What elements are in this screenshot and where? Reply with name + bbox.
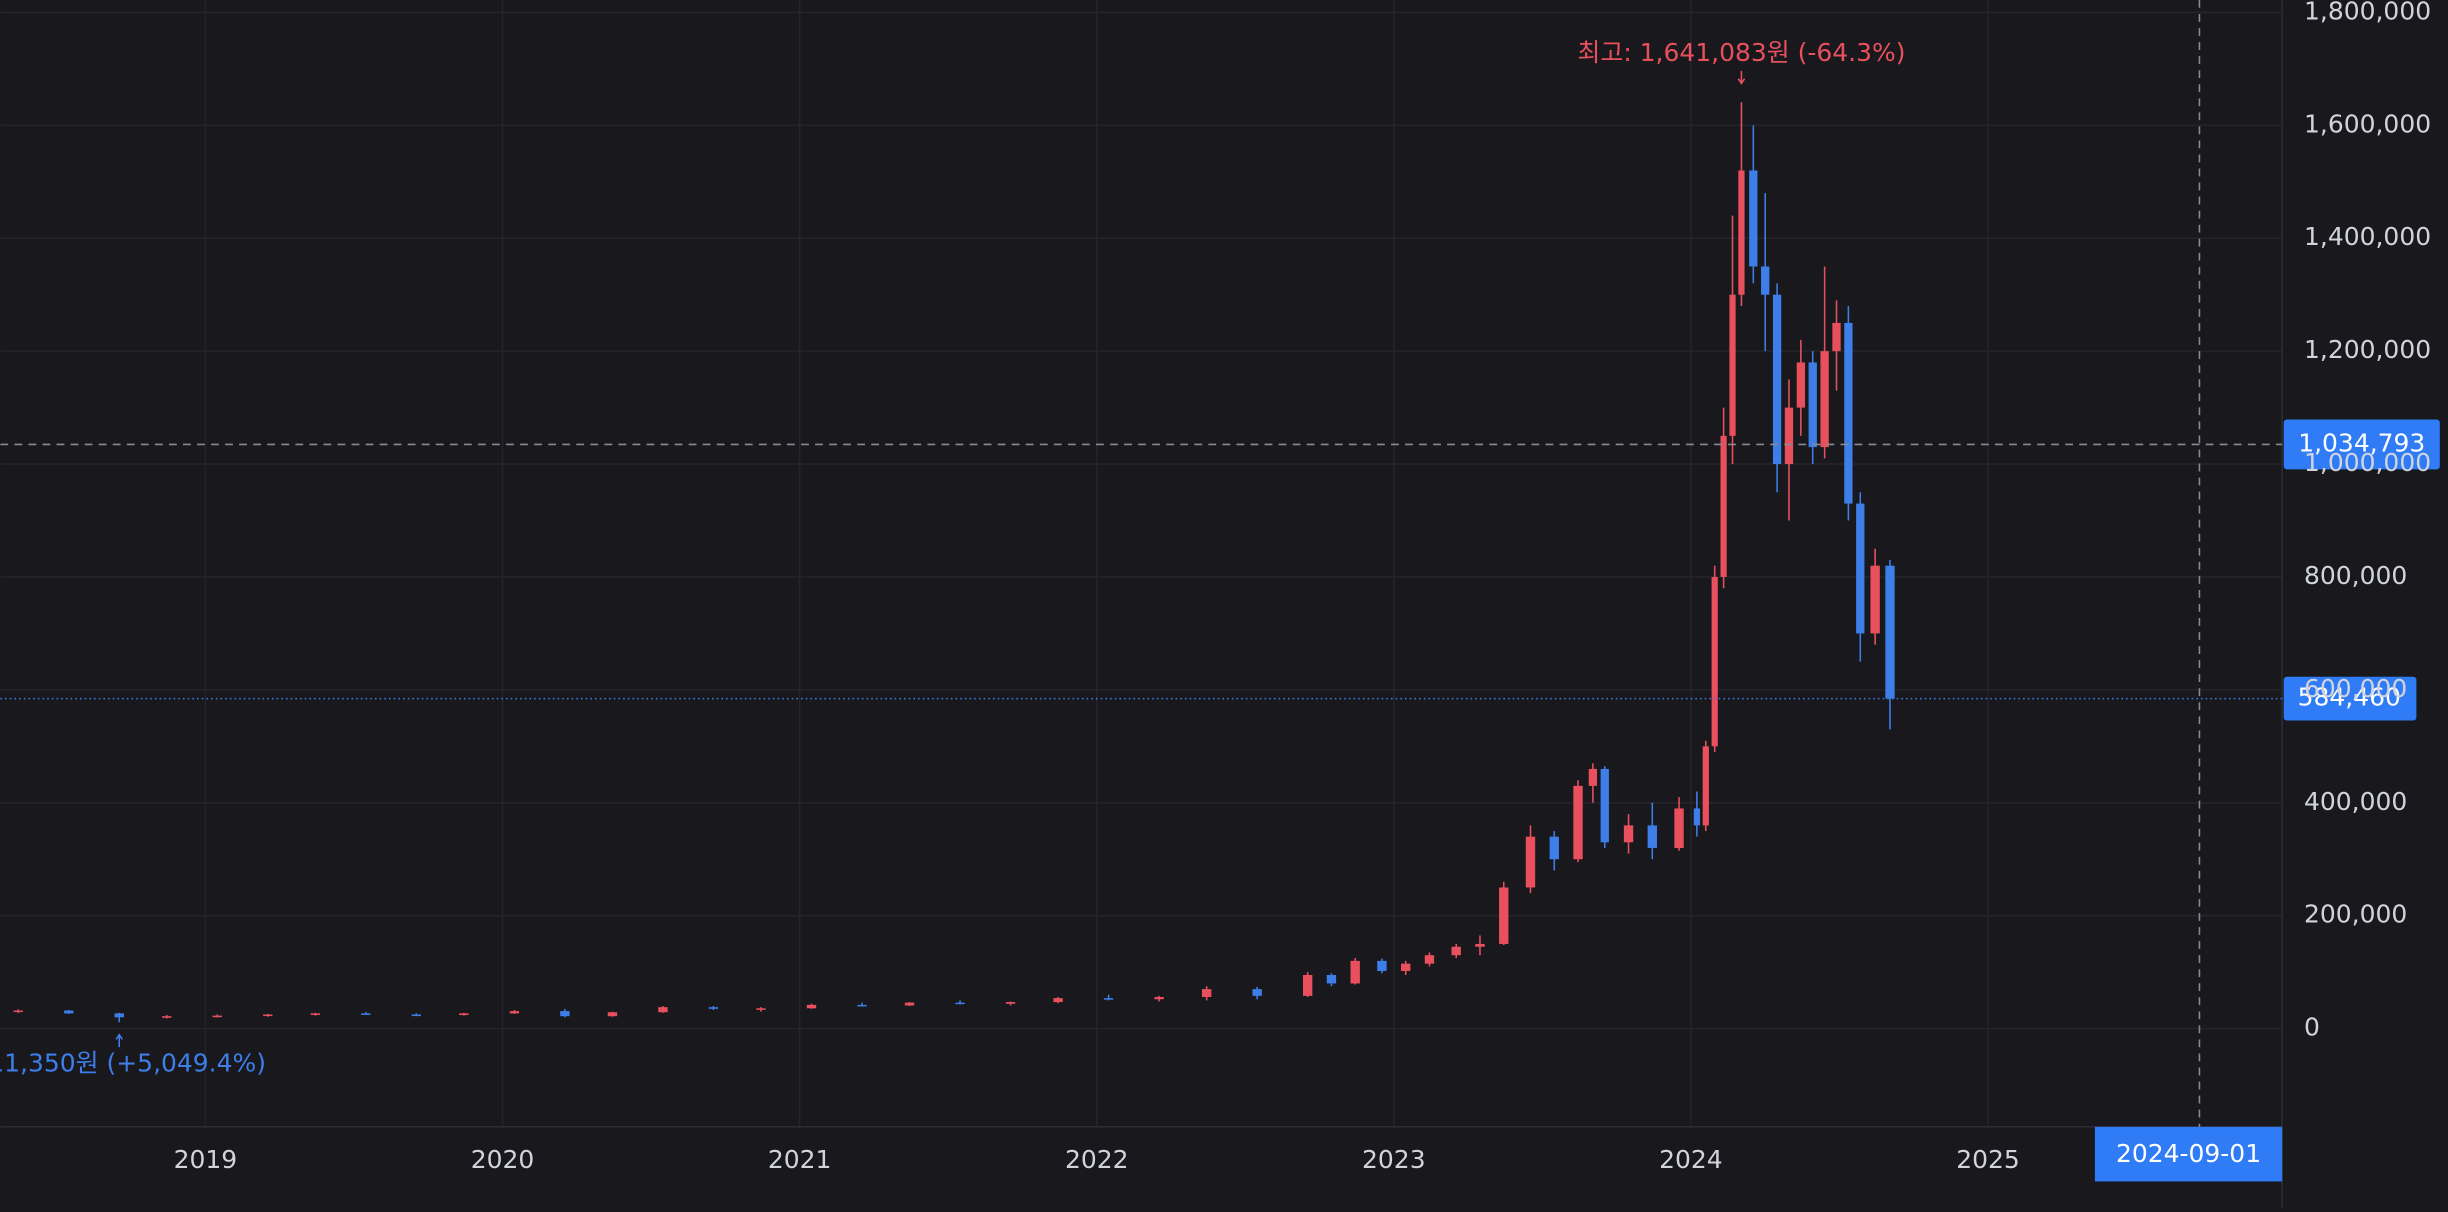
candle-body: [1600, 768, 1609, 843]
overlays: 최고: 1,641,083원 (-64.3%) 최저: 11,350원 (+5,0…: [0, 38, 2440, 1077]
y-tick-label: 1,200,000: [2304, 335, 2431, 364]
grid: [0, 0, 2283, 1127]
candle-body: [1870, 565, 1880, 634]
candle-body: [1784, 407, 1794, 465]
candle-body: [1588, 768, 1598, 786]
high-arrow: [1737, 70, 1746, 85]
candle-body: [806, 1004, 817, 1009]
candle-body: [1729, 294, 1736, 436]
y-tick-label: 400,000: [2304, 787, 2407, 816]
candle-body: [607, 1012, 618, 1017]
candle-body: [1377, 960, 1387, 972]
crosshair-date-box: [2094, 1126, 2283, 1182]
candle-body: [1761, 266, 1770, 295]
candle-body: [1475, 943, 1485, 947]
candle-body: [212, 1015, 222, 1018]
candle-body: [1796, 362, 1806, 408]
candle-body: [904, 1002, 915, 1006]
candle-body: [1005, 1002, 1016, 1004]
candle-body: [708, 1007, 719, 1009]
y-tick-label: 1,000,000: [2304, 448, 2431, 477]
y-tick-label: 1,600,000: [2304, 109, 2431, 138]
candle-body: [1720, 435, 1727, 577]
last-price-box: [2283, 676, 2417, 721]
candle-body: [756, 1008, 766, 1010]
candle-body: [1573, 785, 1583, 860]
candle-body: [162, 1016, 172, 1018]
last-price-label: 584,460: [2298, 683, 2401, 712]
candle-body: [1154, 996, 1164, 1000]
candle-body: [509, 1011, 520, 1014]
candle-body: [1844, 322, 1853, 504]
candle-body: [1702, 746, 1709, 826]
x-tick-label: 2023: [1362, 1145, 1426, 1174]
candle-body: [1749, 170, 1758, 267]
y-tick-label: 1,800,000: [2304, 0, 2431, 25]
candle-body: [1674, 808, 1684, 848]
x-tick-label: 2019: [174, 1145, 238, 1174]
candle-body: [310, 1013, 321, 1015]
candle-body: [1053, 998, 1063, 1003]
y-tick-label: 0: [2304, 1013, 2320, 1042]
x-tick-label: 2021: [768, 1145, 832, 1174]
candle-body: [1832, 322, 1841, 352]
low-annotation: 최저: 11,350원 (+5,049.4%): [0, 1048, 266, 1077]
candle-body: [1201, 989, 1212, 997]
candle-body: [13, 1010, 23, 1013]
y-tick-label: 600,000: [2304, 674, 2407, 703]
candle-body: [1623, 825, 1634, 843]
candle-body: [1820, 351, 1829, 448]
candle-body: [1326, 974, 1337, 984]
candle-body: [361, 1013, 371, 1015]
candle-body: [1808, 362, 1817, 448]
x-tick-label: 2022: [1065, 1145, 1129, 1174]
candle-body: [1451, 946, 1461, 956]
candle-body: [1103, 998, 1114, 1000]
candle-body: [1499, 887, 1509, 944]
candle-body: [1252, 989, 1262, 996]
y-tick-label: 800,000: [2304, 561, 2407, 590]
y-tick-label: 1,400,000: [2304, 222, 2431, 251]
candle-body: [1647, 825, 1657, 848]
candle-body: [114, 1013, 124, 1018]
candle-body: [955, 1002, 965, 1005]
x-tick-label: 2025: [1956, 1145, 2020, 1174]
candle-body: [1549, 836, 1559, 860]
candle-body: [1350, 960, 1360, 984]
candle-body: [1525, 836, 1536, 888]
candle-body: [411, 1014, 422, 1017]
candle-body: [1711, 576, 1718, 747]
candle-body: [1772, 294, 1782, 465]
y-tick-label: 200,000: [2304, 900, 2407, 929]
candle-body: [1693, 808, 1700, 826]
low-arrow: [115, 1033, 124, 1048]
x-tick-label: 2024: [1659, 1145, 1723, 1174]
high-annotation: 최고: 1,641,083원 (-64.3%): [1577, 38, 1905, 67]
candle-body: [1302, 974, 1313, 996]
candle-body: [459, 1013, 469, 1016]
candle-body: [1401, 963, 1411, 972]
candle-body: [560, 1011, 570, 1017]
candle-body: [857, 1004, 867, 1007]
candle-body: [658, 1007, 668, 1013]
crosshair-price-label: 1,034,793: [2298, 428, 2425, 457]
candle-body: [1738, 170, 1745, 295]
crosshair-date: 2024-09-01: [2116, 1139, 2261, 1168]
candle-body: [1856, 503, 1865, 634]
x-tick-label: 2020: [471, 1145, 535, 1174]
candle-body: [1885, 565, 1895, 699]
candles: [13, 102, 1895, 1023]
crosshair-price-box: [2283, 419, 2440, 470]
candle-body: [64, 1010, 74, 1014]
candle-body: [1424, 955, 1435, 964]
candle-body: [263, 1014, 273, 1017]
